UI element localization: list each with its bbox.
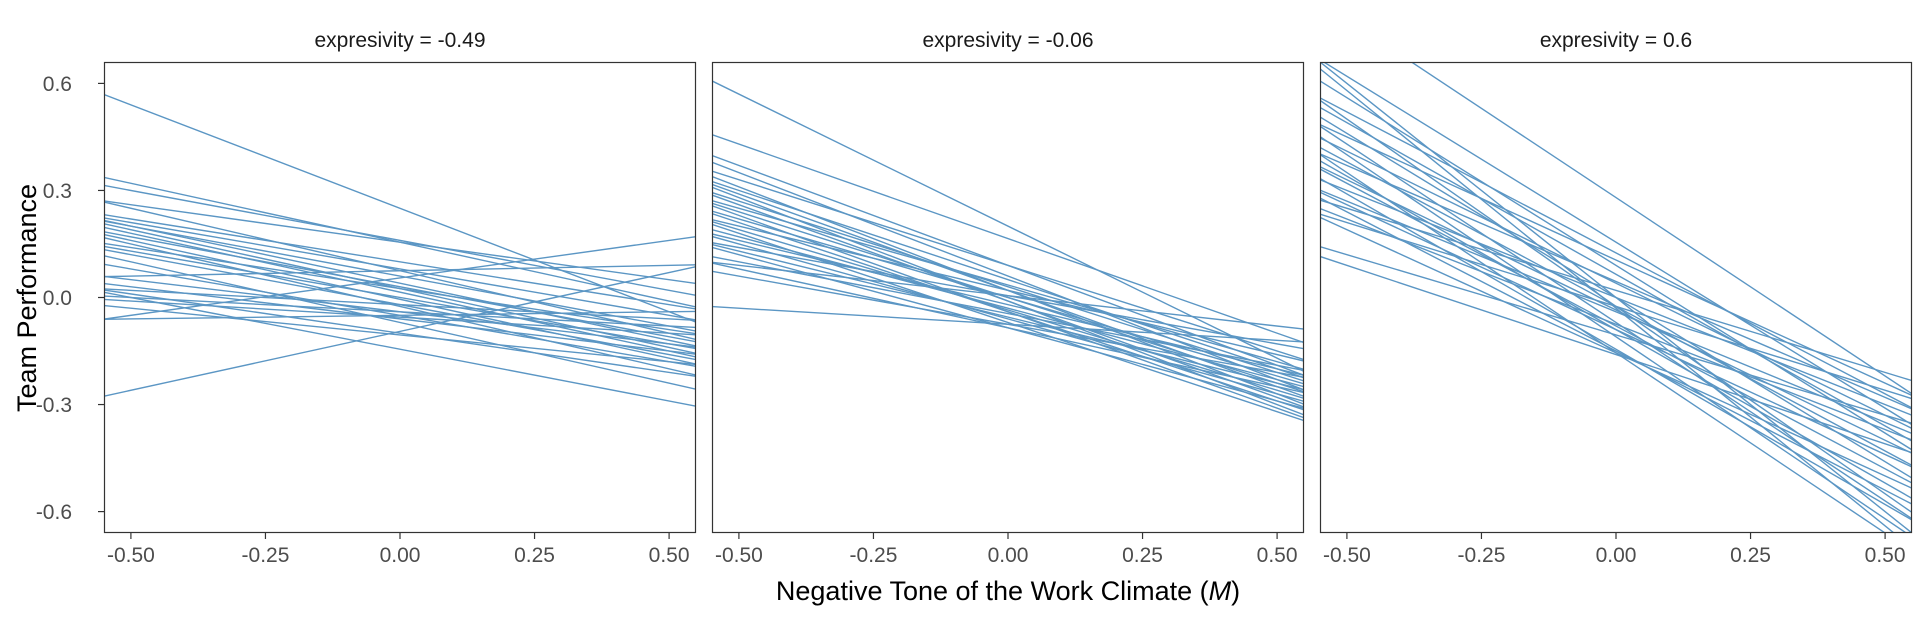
regression-line-1 — [712, 80, 1304, 372]
panel-3: expresivity = 0.6 -0.50 -0.25 0.00 0.25 0.50 — [1319, 29, 1913, 567]
regression-line-22 — [104, 282, 696, 355]
x-tick-label: -0.25 — [242, 544, 290, 567]
regression-line-5 — [1320, 80, 1912, 451]
regression-line-17 — [712, 219, 1304, 362]
panel-title: expresivity = -0.49 — [315, 29, 486, 52]
regression-line-12 — [712, 199, 1304, 371]
regression-line-5 — [712, 170, 1304, 361]
panel-lines — [1320, 62, 1912, 533]
regression-line-25 — [104, 291, 696, 407]
regression-line-29 — [1320, 245, 1912, 424]
regression-line-15 — [104, 242, 696, 335]
regression-line-16 — [104, 245, 696, 350]
regression-line-15 — [1320, 153, 1912, 410]
x-tick-label: -0.50 — [1323, 544, 1371, 567]
regression-line-22 — [712, 235, 1304, 403]
regression-line-4 — [104, 200, 696, 285]
x-tick-label: 0.00 — [988, 544, 1029, 567]
regression-line-26 — [712, 255, 1304, 372]
y-tick-label-2: 0.0 — [43, 287, 72, 310]
panel-border — [1319, 61, 1913, 534]
y-tick-label-4: -0.6 — [36, 501, 72, 524]
x-tick-label: 0.25 — [514, 544, 555, 567]
regression-line-20 — [1320, 179, 1912, 416]
regression-line-28 — [104, 304, 696, 366]
y-tick-label-1: 0.3 — [43, 180, 72, 203]
regression-line-14 — [104, 237, 696, 376]
regression-line-15 — [712, 210, 1304, 385]
panel-border — [711, 61, 1305, 534]
regression-line-16 — [712, 212, 1304, 411]
panel-1: expresivity = -0.49 -0.50 -0.25 0.00 0.25 0.5… — [98, 29, 697, 567]
regression-line-3 — [104, 184, 696, 297]
panel-title: expresivity = 0.6 — [1540, 29, 1692, 52]
x-tick-label: -0.25 — [850, 544, 898, 567]
panels-group: expresivity = -0.49 -0.50 -0.25 0.00 0.25 0.5… — [98, 29, 1913, 567]
regression-line-30 — [1320, 255, 1912, 454]
regression-line-27 — [712, 261, 1304, 330]
x-tick-label: 0.50 — [649, 544, 690, 567]
regression-line-24 — [1320, 199, 1912, 382]
x-tick-label: 0.00 — [1596, 544, 1637, 567]
x-axis-title-main: Negative Tone of the Work Climate ( — [776, 576, 1209, 606]
regression-line-25 — [1320, 197, 1912, 505]
x-axis-title: Negative Tone of the Work Climate (M) — [776, 576, 1240, 606]
regression-line-24 — [104, 289, 696, 378]
regression-line-4 — [1320, 68, 1896, 533]
x-tick-label: 0.25 — [1122, 544, 1163, 567]
regression-line-30 — [712, 305, 1304, 343]
regression-line-26 — [1320, 207, 1912, 441]
regression-line-26 — [104, 295, 696, 329]
y-axis-ticks: 0.6 0.3 0.0 -0.3 -0.6 — [36, 73, 72, 524]
regression-line-24 — [712, 243, 1304, 391]
regression-line-18 — [104, 255, 696, 390]
regression-line-1 — [104, 93, 696, 323]
regression-line-13 — [1320, 135, 1908, 533]
regression-line-12 — [1320, 137, 1912, 430]
panel-title: expresivity = -0.06 — [923, 29, 1094, 52]
regression-line-6 — [104, 214, 696, 310]
regression-line-1 — [1410, 62, 1912, 395]
regression-line-6 — [1320, 97, 1912, 409]
regression-line-29 — [104, 235, 696, 320]
x-tick-label: -0.50 — [715, 544, 763, 567]
panel-2: expresivity = -0.06 -0.50 -0.25 0.00 0.25 0.5… — [711, 29, 1305, 567]
regression-line-28 — [1320, 216, 1912, 489]
regression-line-31 — [104, 265, 696, 397]
regression-line-18 — [712, 221, 1304, 399]
regression-line-7 — [104, 217, 696, 321]
regression-line-10 — [712, 191, 1304, 382]
regression-line-28 — [712, 262, 1304, 394]
x-tick-label: 0.50 — [1865, 544, 1906, 567]
regression-line-20 — [104, 264, 696, 278]
regression-line-2 — [712, 133, 1304, 344]
regression-line-7 — [712, 180, 1304, 379]
regression-line-21 — [1320, 177, 1912, 521]
x-tick-label: -0.50 — [107, 544, 155, 567]
panel-lines — [712, 80, 1304, 422]
regression-line-23 — [1320, 191, 1912, 468]
x-axis-title-italic: M — [1209, 576, 1232, 606]
regression-line-8 — [1320, 106, 1912, 442]
x-axis-title-close: ) — [1231, 576, 1240, 606]
regression-line-18 — [1320, 166, 1912, 454]
y-axis-title: Team Performance — [12, 184, 42, 412]
y-tick-label-3: -0.3 — [36, 394, 72, 417]
x-tick-label: 0.50 — [1257, 544, 1298, 567]
regression-line-19 — [1320, 168, 1912, 484]
x-tick-label: -0.25 — [1458, 544, 1506, 567]
y-tick-label-0: 0.6 — [43, 73, 72, 96]
x-tick-label: 0.00 — [380, 544, 421, 567]
x-tick-label: 0.25 — [1730, 544, 1771, 567]
regression-line-20 — [712, 229, 1304, 388]
regression-line-23 — [104, 288, 696, 322]
regression-line-27 — [1320, 213, 1912, 400]
regression-line-9 — [104, 219, 696, 347]
panel-lines — [104, 93, 696, 407]
regression-line-2 — [1322, 62, 1912, 426]
regression-line-12 — [104, 231, 696, 343]
regression-line-30 — [104, 310, 696, 320]
panel-border — [103, 61, 697, 534]
